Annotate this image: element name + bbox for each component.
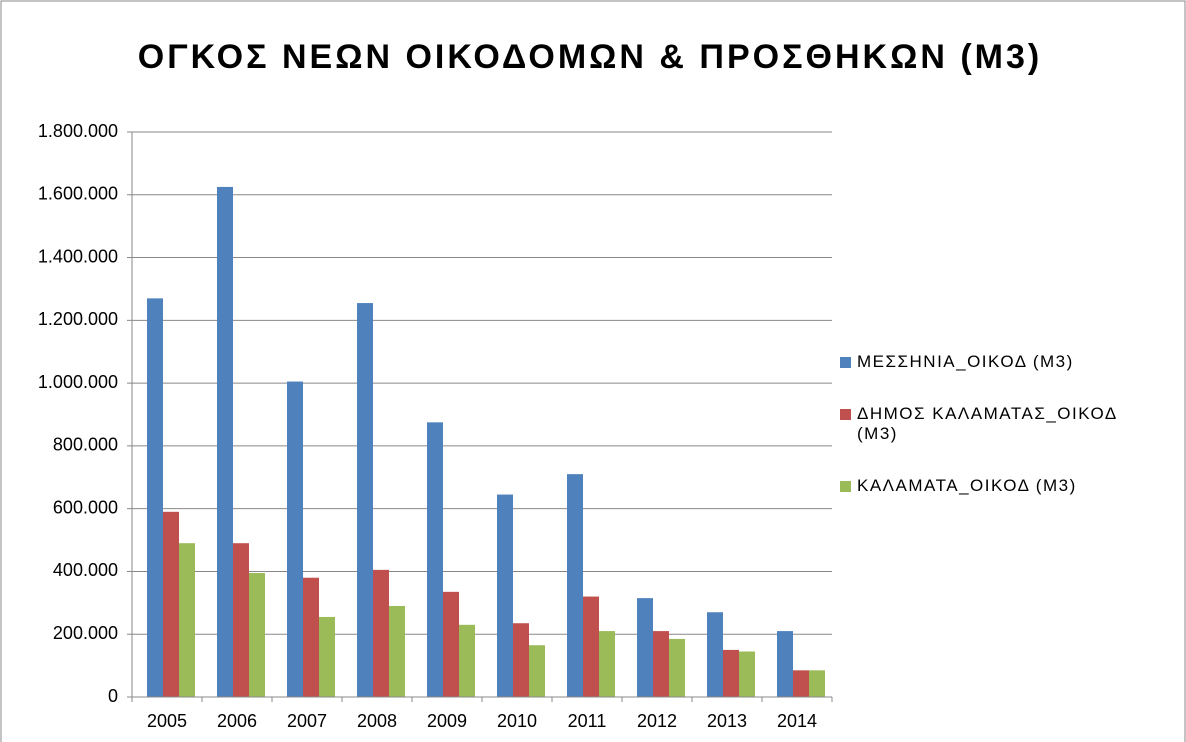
bar (443, 591, 459, 697)
bar (287, 381, 303, 697)
bar (739, 651, 755, 697)
bar (427, 422, 443, 697)
y-tick-label: 800.000 (53, 435, 118, 455)
x-tick-label: 2014 (777, 711, 817, 731)
legend-item: ΚΑΛΑΜΑΤΑ_ΟΙΚΟΔ (Μ3) (840, 476, 1160, 496)
bar (217, 186, 233, 698)
bar (147, 298, 163, 697)
y-tick-label: 1.200.000 (38, 309, 118, 329)
bar (707, 612, 723, 697)
legend-label: ΔΗΜΟΣ ΚΑΛΑΜΑΤΑΣ_ΟΙΚΟΔ (Μ3) (857, 404, 1117, 443)
x-tick-label: 2009 (427, 711, 467, 731)
legend-item: ΔΗΜΟΣ ΚΑΛΑΜΑΤΑΣ_ΟΙΚΟΔ (Μ3) (840, 404, 1160, 444)
y-tick-label: 1.400.000 (38, 246, 118, 266)
bar (653, 631, 669, 697)
bar (357, 303, 373, 697)
bar (599, 631, 615, 697)
legend-item: ΜΕΣΣΗΝΙΑ_ΟΙΚΟΔ (Μ3) (840, 352, 1160, 372)
bar (303, 577, 319, 697)
bar (583, 596, 599, 697)
y-tick-label: 1.600.000 (38, 184, 118, 204)
bar (373, 569, 389, 697)
legend-swatch (840, 409, 851, 420)
legend-label: ΚΑΛΑΜΑΤΑ_ΟΙΚΟΔ (Μ3) (857, 476, 1077, 495)
bar (319, 616, 335, 697)
bar (389, 605, 405, 697)
x-tick-label: 2007 (287, 711, 327, 731)
bar (567, 474, 583, 697)
bar (777, 631, 793, 697)
bar (637, 598, 653, 697)
bar (497, 494, 513, 697)
x-tick-label: 2013 (707, 711, 747, 731)
x-tick-label: 2012 (637, 711, 677, 731)
legend-swatch (840, 481, 851, 492)
y-tick-label: 200.000 (53, 623, 118, 643)
x-tick-label: 2006 (217, 711, 257, 731)
x-tick-label: 2010 (497, 711, 537, 731)
x-tick-label: 2011 (568, 711, 607, 731)
bar (723, 649, 739, 697)
bar (179, 543, 195, 697)
legend: ΜΕΣΣΗΝΙΑ_ΟΙΚΟΔ (Μ3) ΔΗΜΟΣ ΚΑΛΑΜΑΤΑΣ_ΟΙΚΟΔ… (840, 352, 1160, 528)
legend-swatch (840, 357, 851, 368)
y-tick-label: 0 (108, 686, 118, 706)
x-tick-label: 2005 (147, 711, 187, 731)
y-tick-label: 400.000 (53, 560, 118, 580)
bar (793, 670, 809, 697)
chart-title: ΟΓΚΟΣ ΝΕΩΝ ΟΙΚΟΔΟΜΩΝ & ΠΡΟΣΘΗΚΩΝ (Μ3) (137, 38, 1043, 76)
bar (233, 543, 249, 697)
y-tick-label: 1.800.000 (38, 121, 118, 141)
y-tick-label: 600.000 (53, 497, 118, 517)
bar (459, 624, 475, 697)
bar (163, 511, 179, 697)
bar (513, 623, 529, 697)
bar (809, 670, 825, 697)
y-tick-label: 1.000.000 (38, 372, 118, 392)
bar (669, 638, 685, 697)
bar (529, 645, 545, 697)
legend-label: ΜΕΣΣΗΝΙΑ_ΟΙΚΟΔ (Μ3) (857, 352, 1074, 371)
x-tick-label: 2008 (357, 711, 397, 731)
bar (249, 573, 265, 697)
